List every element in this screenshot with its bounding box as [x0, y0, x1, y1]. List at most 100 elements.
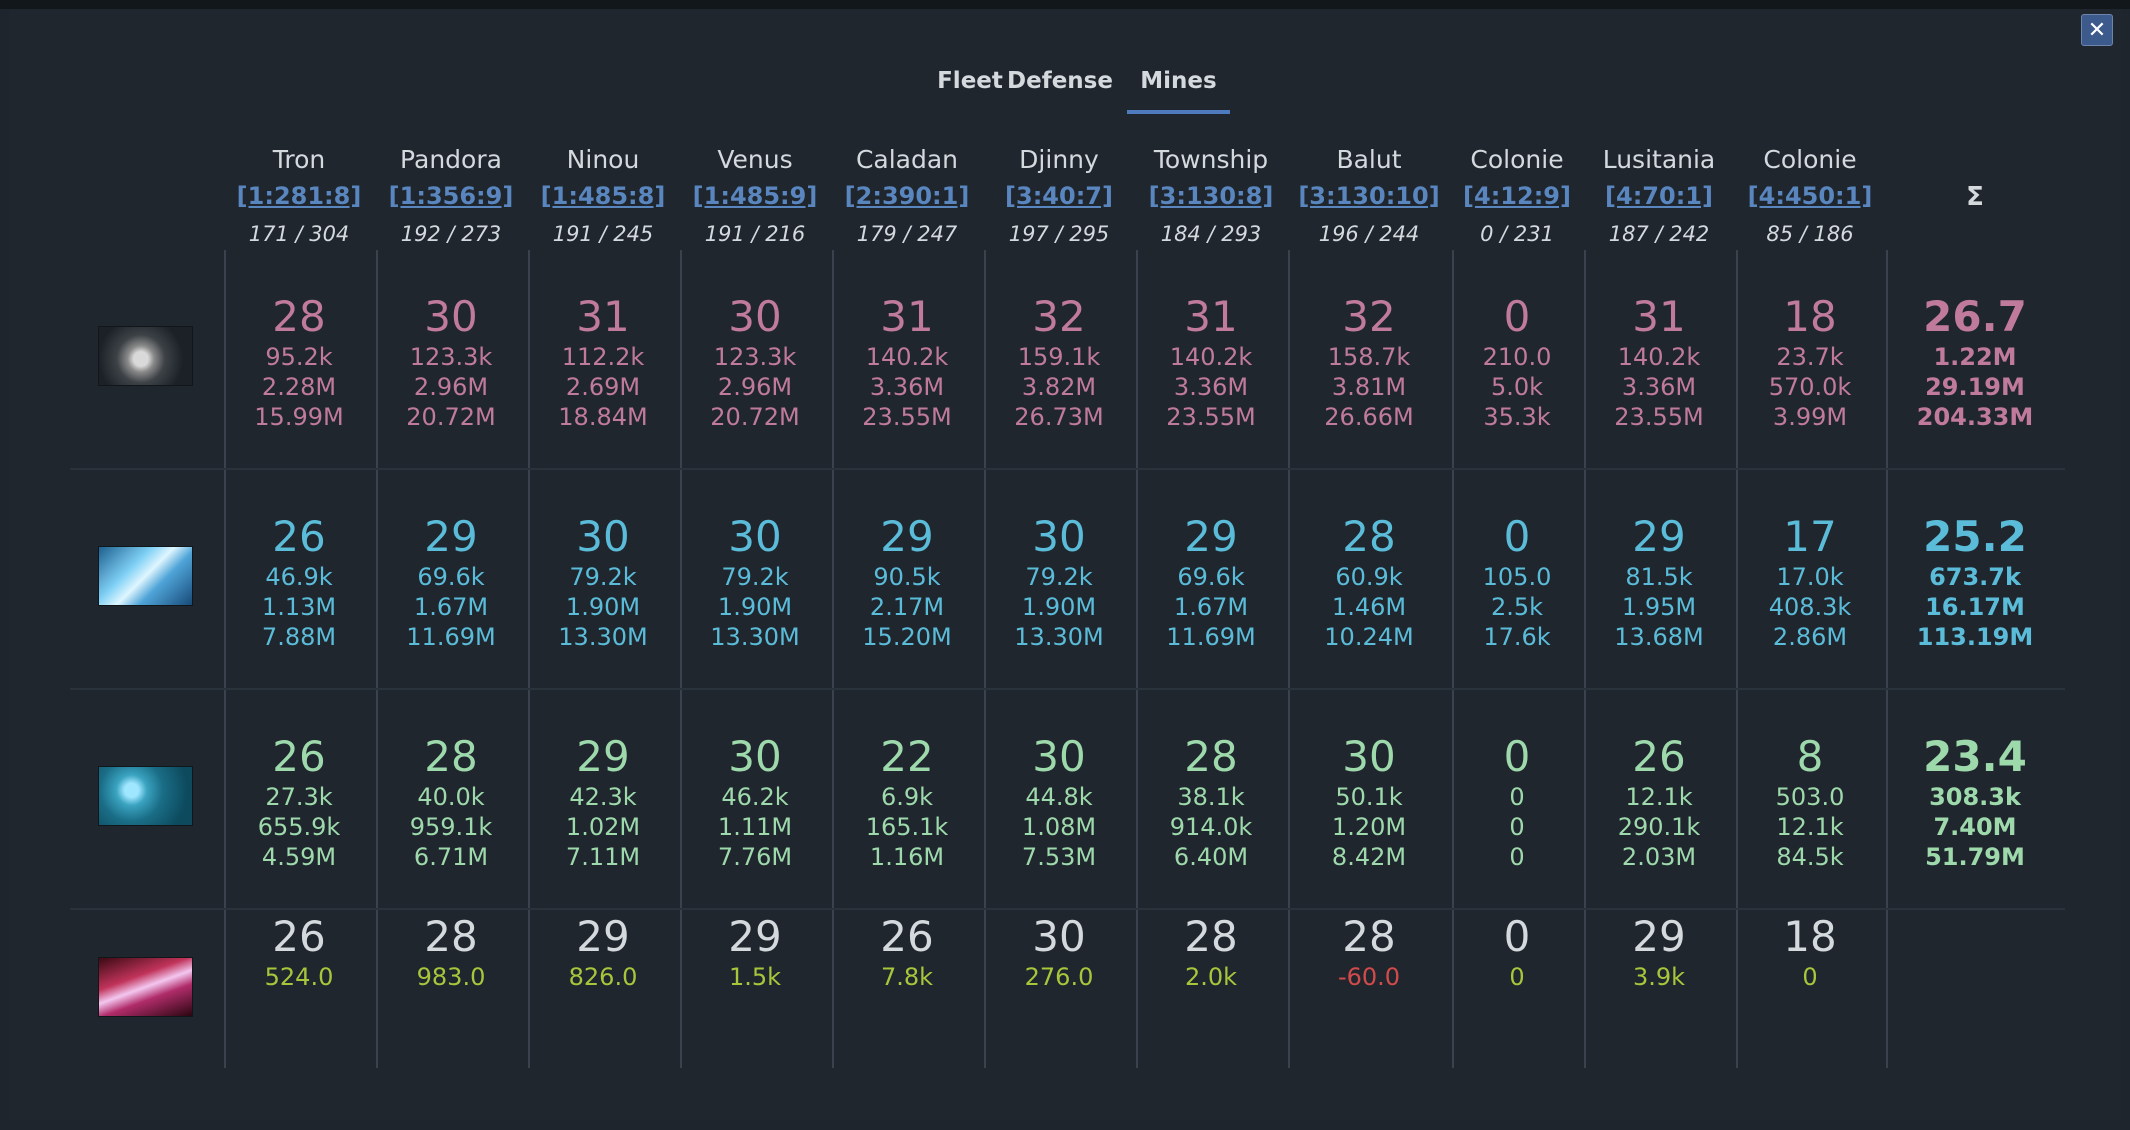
planet-name: Caladan	[855, 145, 959, 174]
production-week: 7.11M	[565, 843, 641, 871]
production-hour: 983.0	[416, 963, 486, 991]
production-hour: 95.2k	[265, 343, 333, 371]
production-hour: 12.1k	[1625, 783, 1693, 811]
mine-level: 30	[728, 512, 782, 561]
mine-cell: 31 112.2k 2.69M 18.84M	[527, 292, 679, 432]
production-day: 2.96M	[717, 373, 793, 401]
planet-coords-link[interactable]: [4:12:9]	[1463, 182, 1571, 210]
planet-fields: 191 / 216	[704, 222, 806, 246]
planet-fields: 192 / 273	[400, 222, 502, 246]
production-day: 570.0k	[1768, 373, 1852, 401]
planet-coords-link[interactable]: [3:130:10]	[1298, 182, 1440, 210]
mine-cell: 31 140.2k 3.36M 23.55M	[1583, 292, 1735, 432]
mine-level: 26	[272, 512, 326, 561]
planet-name: Venus	[717, 145, 793, 174]
production-hour: 1.5k	[728, 963, 782, 991]
production-week: 20.72M	[710, 403, 800, 431]
production-day: 2.69M	[565, 373, 641, 401]
planet-coords-link[interactable]: [1:485:8]	[540, 182, 666, 210]
mine-cell: 8 503.0 12.1k 84.5k	[1734, 732, 1886, 872]
production-day: 2.96M	[413, 373, 489, 401]
planet-coords-link[interactable]: [4:70:1]	[1605, 182, 1713, 210]
production-week: 204.33M	[1916, 403, 2034, 431]
mine-cell: 30 123.3k 2.96M 20.72M	[679, 292, 831, 432]
production-week: 23.55M	[1166, 403, 1256, 431]
production-week: 4.59M	[261, 843, 337, 871]
production-week: 84.5k	[1776, 843, 1844, 871]
column-divider	[1136, 250, 1138, 1068]
production-hour: 123.3k	[409, 343, 493, 371]
mine-cell: 29 1.5k	[679, 912, 831, 992]
mine-level: 28	[272, 292, 326, 341]
mine-cell: 30 79.2k 1.90M 13.30M	[527, 512, 679, 652]
production-hour: 46.2k	[721, 783, 789, 811]
planet-coords-link[interactable]: [2:390:1]	[844, 182, 970, 210]
production-week: 13.68M	[1614, 623, 1704, 651]
mine-level: 30	[576, 512, 630, 561]
mine-cell: 22 6.9k 165.1k 1.16M	[831, 732, 983, 872]
planet-fields: 85 / 186	[1766, 222, 1854, 246]
mine-cell: 30 276.0	[983, 912, 1135, 992]
mine-level: 18	[1783, 912, 1837, 961]
production-day: 1.95M	[1621, 593, 1697, 621]
production-week: 2.86M	[1772, 623, 1848, 651]
tab-fleet[interactable]: Fleet	[937, 68, 1003, 94]
mine-level: 28	[1184, 912, 1238, 961]
production-week: 26.66M	[1324, 403, 1414, 431]
production-hour: 140.2k	[1617, 343, 1701, 371]
production-day: 408.3k	[1768, 593, 1852, 621]
production-hour: 158.7k	[1327, 343, 1411, 371]
planet-coords-link[interactable]: [3:130:8]	[1148, 182, 1274, 210]
planet-coords-link[interactable]: [1:485:9]	[692, 182, 818, 210]
mine-level: 26	[272, 912, 326, 961]
production-day: 2.17M	[869, 593, 945, 621]
close-button[interactable]: ✕	[2081, 14, 2113, 46]
mine-level: 28	[1184, 732, 1238, 781]
mine-level: 17	[1783, 512, 1837, 561]
production-week: 2.03M	[1621, 843, 1697, 871]
mine-cell: 30 79.2k 1.90M 13.30M	[983, 512, 1135, 652]
planet-coords-link[interactable]: [1:281:8]	[236, 182, 362, 210]
planet-fields: 171 / 304	[248, 222, 350, 246]
planet-name: Colonie	[1470, 145, 1564, 174]
mine-cell: 29 3.9k	[1583, 912, 1735, 992]
production-day: 655.9k	[257, 813, 341, 841]
column-divider	[1288, 250, 1290, 1068]
production-day: 1.90M	[565, 593, 641, 621]
planet-coords-link[interactable]: [1:356:9]	[388, 182, 514, 210]
tab-mines[interactable]: Mines	[1127, 60, 1230, 114]
production-hour: 69.6k	[417, 563, 485, 591]
planet-name: Djinny	[1019, 145, 1099, 174]
production-week: 11.69M	[1166, 623, 1256, 651]
production-day: 29.19M	[1925, 373, 2025, 401]
planet-coords-link[interactable]: [4:450:1]	[1747, 182, 1873, 210]
production-day: 1.90M	[1021, 593, 1097, 621]
production-day: 1.20M	[1331, 813, 1407, 841]
planet-name: Lusitania	[1602, 145, 1716, 174]
mine-level: 29	[728, 912, 782, 961]
column-divider	[984, 250, 986, 1068]
mine-cell: 29 81.5k 1.95M 13.68M	[1583, 512, 1735, 652]
production-day: 3.36M	[1621, 373, 1697, 401]
planet-coords-link[interactable]: [3:40:7]	[1005, 182, 1113, 210]
mine-level: 28	[424, 912, 478, 961]
mine-level: 30	[728, 732, 782, 781]
mine-cell: 32 158.7k 3.81M 26.66M	[1293, 292, 1445, 432]
production-day: 1.08M	[1021, 813, 1097, 841]
production-week: 18.84M	[558, 403, 648, 431]
column-divider	[1584, 250, 1586, 1068]
production-hour: 44.8k	[1025, 783, 1093, 811]
planet-fields: 197 / 295	[1008, 222, 1110, 246]
production-day: 1.02M	[565, 813, 641, 841]
production-hour: 1.22M	[1933, 343, 2017, 371]
mine-cell: 28 -60.0	[1293, 912, 1445, 992]
mine-level: 32	[1032, 292, 1086, 341]
planet-fields: 196 / 244	[1318, 222, 1420, 246]
production-hour: 46.9k	[265, 563, 333, 591]
production-week: 0	[1509, 843, 1525, 871]
production-hour: 79.2k	[721, 563, 789, 591]
tab-defense[interactable]: Defense	[1007, 68, 1113, 94]
production-week: 35.3k	[1483, 403, 1551, 431]
mine-cell: 28 60.9k 1.46M 10.24M	[1293, 512, 1445, 652]
production-hour: 0	[1509, 963, 1525, 991]
